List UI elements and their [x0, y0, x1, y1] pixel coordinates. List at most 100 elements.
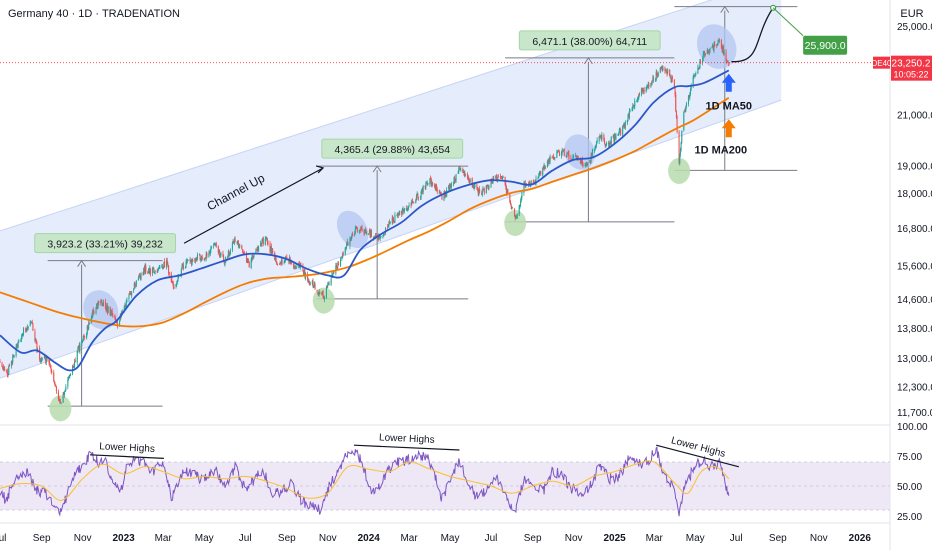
candle — [341, 256, 343, 261]
swing-high-ellipse-1 — [83, 290, 119, 330]
candle — [481, 188, 483, 197]
candle — [411, 199, 413, 206]
candle-body — [521, 192, 523, 198]
candle-body — [104, 301, 107, 309]
candle-body — [49, 365, 51, 368]
candle — [679, 147, 681, 158]
candle — [307, 271, 309, 283]
candle — [200, 255, 203, 262]
time-tick-label: May — [195, 533, 214, 544]
candle — [59, 398, 62, 404]
candle — [316, 289, 318, 292]
candle — [553, 156, 555, 160]
candle-body — [425, 182, 427, 188]
candle — [176, 281, 178, 288]
candle-body — [609, 141, 611, 146]
candle-body — [560, 151, 563, 157]
candle — [713, 41, 715, 54]
candle — [57, 389, 59, 401]
symbol-tag: DE40 — [871, 59, 892, 68]
candle-body — [520, 197, 522, 202]
candle-body — [340, 258, 342, 267]
candle — [82, 335, 84, 342]
candle-body — [718, 40, 720, 42]
candle — [618, 127, 620, 135]
candle-body — [647, 84, 649, 88]
candle — [313, 285, 315, 288]
candle-body — [341, 257, 343, 259]
candle-body — [553, 158, 555, 159]
candle — [652, 74, 654, 81]
candle-body — [245, 253, 248, 262]
candle-body — [669, 69, 671, 77]
candle-body — [69, 374, 72, 376]
candle-body — [676, 116, 678, 132]
candle-body — [161, 265, 163, 267]
candle-body — [613, 135, 615, 142]
candle — [167, 261, 169, 268]
candle-body — [372, 236, 375, 239]
candle — [327, 281, 329, 289]
candle — [431, 180, 433, 188]
candle-body — [689, 88, 692, 94]
candle-body — [191, 260, 193, 265]
candle-body — [379, 237, 381, 239]
candle-body — [632, 105, 634, 110]
candle — [585, 161, 587, 167]
candle — [199, 254, 201, 261]
candle — [49, 363, 51, 369]
candle-body — [573, 155, 575, 158]
candle — [481, 191, 483, 195]
candle-body — [266, 238, 268, 239]
candle — [591, 148, 593, 159]
candle-body — [35, 340, 37, 344]
candle-body — [454, 177, 456, 182]
candle-body — [471, 178, 473, 186]
candle-body — [252, 257, 254, 259]
candle-body — [364, 230, 366, 233]
candle — [309, 281, 311, 286]
candle-body — [135, 284, 137, 287]
candle-body — [436, 185, 438, 191]
candle-body — [215, 243, 217, 247]
candle — [7, 373, 9, 378]
candle — [15, 343, 17, 358]
candle-body — [293, 266, 295, 267]
candle — [680, 141, 682, 152]
candle-body — [260, 243, 262, 245]
candle-body — [81, 341, 83, 344]
candle — [22, 326, 25, 337]
candle-body — [58, 398, 60, 400]
candle — [510, 203, 512, 210]
candle — [138, 274, 140, 279]
candle — [304, 268, 306, 279]
candle-body — [675, 111, 677, 118]
candle-body — [290, 261, 293, 264]
candle — [234, 236, 236, 243]
candle — [505, 181, 507, 190]
candle — [172, 280, 174, 290]
candle-body — [344, 248, 346, 255]
candle — [312, 278, 314, 289]
candle — [142, 271, 144, 276]
candle — [262, 237, 264, 243]
candle — [265, 236, 267, 242]
candle-body — [416, 193, 418, 196]
candle-body — [51, 371, 53, 373]
candle — [39, 357, 41, 363]
candle — [360, 226, 362, 230]
candle — [638, 93, 640, 100]
candle — [471, 177, 473, 189]
candle-body — [139, 273, 141, 277]
candle — [708, 49, 710, 56]
candle-body — [220, 253, 222, 256]
candle-body — [6, 369, 8, 372]
candle — [700, 58, 702, 64]
candle-body — [396, 215, 398, 217]
candle — [260, 242, 262, 247]
candle-body — [213, 245, 215, 246]
candle — [148, 268, 150, 275]
candle-body — [495, 175, 497, 181]
candle — [718, 38, 720, 42]
candle-body — [360, 227, 362, 230]
